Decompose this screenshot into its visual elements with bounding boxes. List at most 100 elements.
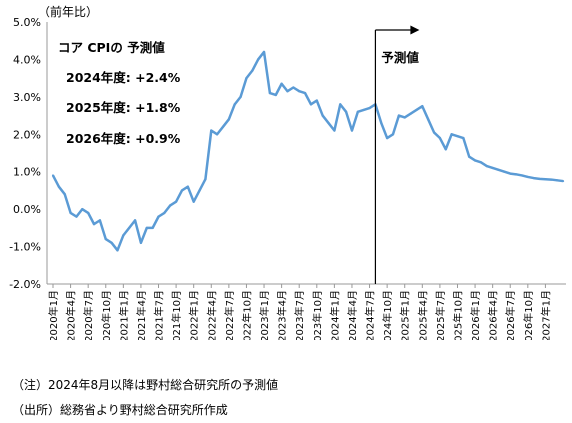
x-tick-label: 2022年7月 xyxy=(223,290,236,340)
annotation-fy2025: 2025年度: +1.8% xyxy=(66,100,181,115)
data-point xyxy=(233,103,236,106)
data-point xyxy=(339,103,342,106)
x-tick-label: 2025年1月 xyxy=(399,290,412,340)
data-point xyxy=(51,174,55,177)
x-tick-label: 2021年10月 xyxy=(170,290,183,340)
x-tick-label: 2020年1月 xyxy=(47,290,60,340)
y-tick-label: 1.0% xyxy=(13,166,41,179)
data-point xyxy=(262,50,266,54)
y-tick-label: -1.0% xyxy=(9,241,41,254)
data-point xyxy=(427,118,430,121)
x-tick-label: 2023年7月 xyxy=(293,290,306,340)
data-point xyxy=(204,178,207,181)
core-cpi-series-line xyxy=(51,50,564,252)
y-tick-label: 5.0% xyxy=(13,16,41,29)
data-point xyxy=(192,200,195,203)
y-tick-label: 0.0% xyxy=(13,203,41,216)
data-point xyxy=(274,93,277,97)
x-tick-label: 2024年7月 xyxy=(364,290,377,340)
data-point xyxy=(327,121,330,125)
annotation-fy2024: 2024年度: +2.4% xyxy=(66,70,181,85)
data-point xyxy=(245,77,248,80)
data-point xyxy=(362,108,365,112)
data-point xyxy=(145,226,148,229)
x-tick-label: 2025年4月 xyxy=(416,290,429,340)
data-point xyxy=(133,219,137,222)
x-tick-label: 2020年4月 xyxy=(65,290,78,340)
x-tick-label: 2025年10月 xyxy=(451,290,464,340)
x-tick-label: 2022年1月 xyxy=(188,290,201,340)
annotation-title: コア CPIの 予測値 xyxy=(58,40,165,55)
x-tick-label: 2020年7月 xyxy=(82,290,95,340)
data-point xyxy=(356,110,359,113)
x-tick-label: 2020年10月 xyxy=(100,290,113,340)
data-point xyxy=(98,219,101,222)
data-point xyxy=(303,92,307,95)
data-point xyxy=(110,241,113,244)
data-point xyxy=(462,136,465,140)
data-point xyxy=(438,136,441,140)
data-point xyxy=(532,176,535,180)
data-point xyxy=(561,179,565,183)
data-point xyxy=(526,175,529,179)
annotation-fy2026: 2026年度: +0.9% xyxy=(66,131,181,146)
data-point xyxy=(321,114,324,117)
data-point xyxy=(350,129,354,132)
data-point xyxy=(520,174,524,177)
y-unit-label: （前年比） xyxy=(38,4,98,19)
cpi-line-chart: （前年比） 5.0% 4.0% 3.0% 2.0% 1.0% 0.0% -1.0% -2.0%… xyxy=(9,4,566,340)
data-point xyxy=(257,58,260,61)
data-point xyxy=(485,165,488,168)
x-tick-label: 2021年4月 xyxy=(135,290,148,340)
data-point xyxy=(315,99,318,102)
data-point xyxy=(386,136,389,140)
data-point xyxy=(92,223,96,226)
data-point xyxy=(333,129,336,132)
data-point xyxy=(538,177,541,180)
data-point xyxy=(515,173,518,176)
y-tick-label: 3.0% xyxy=(13,91,41,104)
data-point xyxy=(479,161,483,164)
data-point xyxy=(175,200,178,203)
data-point xyxy=(239,95,242,98)
data-point xyxy=(286,90,289,93)
data-point xyxy=(116,249,119,252)
data-point xyxy=(210,129,213,132)
x-tick-label: 2023年1月 xyxy=(258,290,271,340)
data-point xyxy=(69,211,72,214)
y-tick-label: -2.0% xyxy=(9,278,41,291)
x-tick-label: 2026年7月 xyxy=(504,290,517,340)
data-point xyxy=(122,234,125,237)
data-point xyxy=(456,135,459,138)
data-point xyxy=(432,131,436,134)
data-point xyxy=(251,69,254,72)
data-point xyxy=(280,82,283,85)
data-point xyxy=(409,112,412,115)
x-tick-label: 2021年7月 xyxy=(153,290,166,340)
data-point xyxy=(63,193,66,196)
data-point xyxy=(415,108,418,112)
y-axis-ticks: 5.0% 4.0% 3.0% 2.0% 1.0% 0.0% -1.0% -2.0% xyxy=(9,16,41,291)
x-tick-label: 2024年1月 xyxy=(328,290,341,340)
data-point xyxy=(75,215,78,218)
x-tick-label: 2026年1月 xyxy=(469,290,482,340)
data-point xyxy=(503,170,506,173)
x-tick-label: 2024年4月 xyxy=(346,290,359,340)
data-point xyxy=(81,208,84,211)
data-point xyxy=(345,110,348,113)
data-point xyxy=(450,133,453,136)
y-tick-label: 2.0% xyxy=(13,128,41,141)
data-point xyxy=(221,125,225,128)
data-point xyxy=(139,241,143,244)
data-point xyxy=(556,179,559,182)
data-point xyxy=(227,118,230,121)
x-tick-label: 2025年7月 xyxy=(434,290,447,340)
x-tick-label: 2027年1月 xyxy=(539,290,552,340)
x-tick-label: 2023年10月 xyxy=(311,290,324,340)
data-point xyxy=(309,103,313,106)
forecast-arrow-head xyxy=(410,25,420,35)
data-point xyxy=(216,133,219,136)
x-axis-ticks: 2020年1月 2020年4月 2020年7月 2020年10月 2021年1月 2021… xyxy=(47,284,552,340)
x-tick-label: 2023年4月 xyxy=(276,290,289,340)
data-points xyxy=(51,50,565,252)
